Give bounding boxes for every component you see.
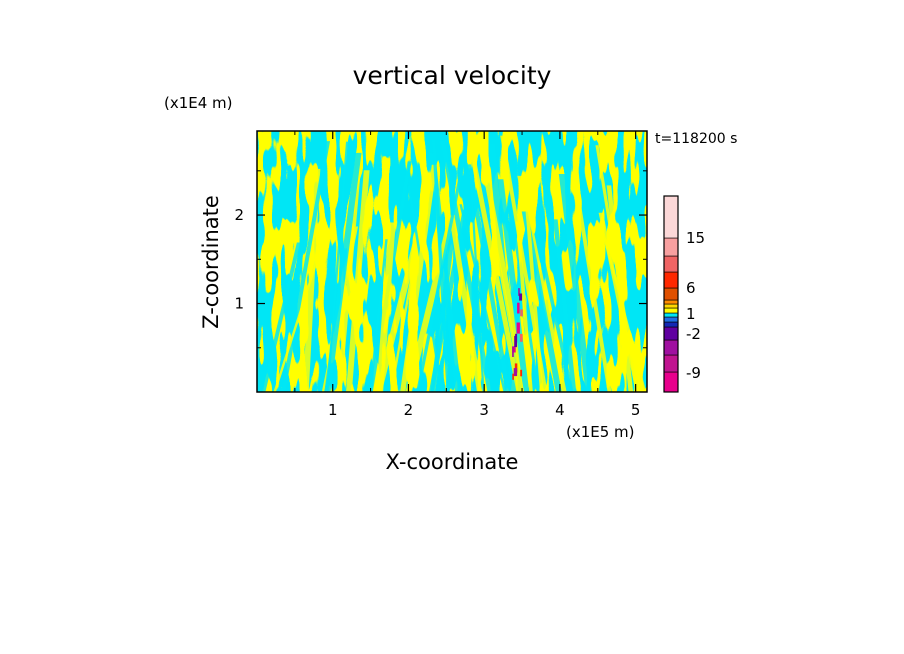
heatmap-stripe — [390, 231, 421, 392]
chart-title: vertical velocity — [353, 61, 552, 90]
x-unit-label: (x1E5 m) — [566, 423, 635, 441]
heatmap-stripe — [324, 152, 362, 392]
heatmap-stripe — [273, 240, 325, 392]
colorbar-tick-label: 15 — [686, 229, 705, 247]
updraft-cell — [512, 346, 516, 353]
time-label: t=118200 s — [655, 131, 737, 147]
heatmap-stripe — [281, 141, 331, 392]
x-tick-label: 3 — [479, 401, 489, 419]
heatmap-stripe — [466, 164, 511, 392]
heatmap-field — [257, 131, 647, 392]
heatmap-stripe — [469, 153, 522, 392]
colorbar-segment — [663, 354, 679, 373]
updraft-cell — [513, 368, 518, 377]
colorbar-segment — [663, 312, 679, 318]
heatmap-stripe — [376, 222, 396, 392]
colorbar-segment — [663, 371, 679, 393]
colorbar-tick-label: -2 — [686, 325, 701, 343]
updraft-cell — [519, 293, 523, 301]
colorbar-segment — [663, 287, 679, 301]
heatmap-stripe — [595, 145, 639, 392]
plot-frame — [256, 130, 648, 393]
updraft-cell — [512, 346, 514, 357]
colorbar-segment — [663, 255, 679, 273]
updraft-cell — [519, 333, 523, 342]
colorbar-segment — [663, 299, 679, 305]
heatmap-stripe — [261, 242, 301, 392]
updraft-cell — [512, 373, 514, 380]
heatmap-strong-updraft — [512, 288, 523, 380]
heatmap-stripe — [346, 170, 370, 392]
heatmap-stripes — [261, 135, 647, 392]
heatmap-stripe — [375, 228, 423, 392]
colorbar-segment — [663, 326, 679, 341]
colorbar-segment — [663, 237, 679, 257]
heatmap-stripe — [535, 232, 574, 392]
heatmap-stripe — [552, 219, 577, 392]
colorbar-segment — [663, 321, 679, 328]
colorbar-tick-label: 6 — [686, 279, 696, 297]
updraft-cell — [520, 309, 523, 317]
heatmap-stripe — [515, 221, 533, 392]
colorbar-segment — [663, 339, 679, 356]
colorbar-tick-label: -9 — [686, 364, 701, 382]
updraft-cell — [514, 363, 518, 373]
colorbar-segment — [663, 316, 679, 323]
updraft-cell — [515, 333, 518, 343]
heatmap-stripe — [369, 239, 388, 392]
heatmap-stripe — [336, 176, 361, 392]
y-tick-label: 2 — [234, 206, 244, 224]
heatmap-stripe — [459, 204, 506, 392]
colorbar-frame — [663, 195, 679, 393]
heatmap-stripe — [407, 185, 444, 392]
updraft-cell — [518, 288, 520, 296]
colorbar: 15 6 1 -2 -9 — [663, 195, 705, 393]
y-unit-label: (x1E4 m) — [164, 94, 233, 112]
colorbar-tick-label: 1 — [686, 305, 696, 323]
updraft-cell — [520, 369, 523, 377]
x-tick-label: 5 — [631, 401, 641, 419]
updraft-cell — [517, 302, 520, 314]
x-tick-label: 2 — [404, 401, 414, 419]
x-tick-label: 4 — [555, 401, 565, 419]
heatmap-stripe — [416, 152, 467, 392]
colorbar-segment — [663, 307, 679, 314]
x-axis: 1 2 3 4 5 — [294, 131, 641, 419]
colorbar-segment — [663, 195, 679, 239]
updraft-cell — [516, 322, 520, 334]
heatmap-stripe — [432, 140, 450, 392]
heatmap-stripe — [400, 164, 438, 392]
heatmap-stripe — [449, 215, 483, 392]
heatmap-stripe — [326, 141, 349, 392]
colorbar-segment — [663, 303, 679, 309]
x-tick-label: 1 — [328, 401, 338, 419]
y-axis: 12 — [234, 170, 647, 349]
y-axis-label: Z-coordinate — [199, 195, 223, 329]
heatmap-stripe — [571, 171, 612, 392]
heatmap-stripe — [558, 174, 592, 392]
colorbar-segment — [663, 271, 679, 289]
y-tick-label: 1 — [234, 295, 244, 313]
heatmap-stripe — [524, 192, 544, 392]
x-axis-label: X-coordinate — [386, 450, 519, 474]
